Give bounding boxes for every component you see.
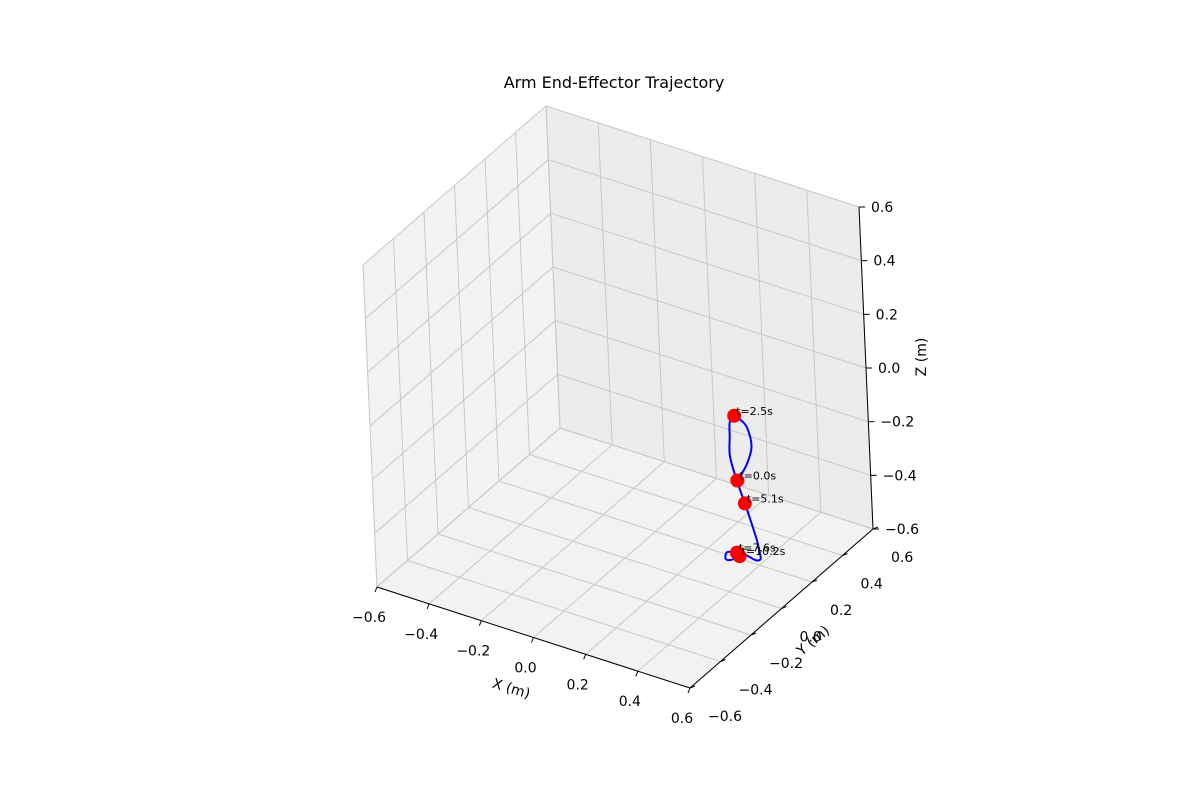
gridline-z-left	[365, 159, 549, 320]
z-tick-label: 0.0	[878, 361, 900, 377]
y-tick-label: −0.2	[769, 656, 803, 672]
gridline-z-left	[374, 373, 558, 534]
x-tick	[531, 637, 534, 643]
y-tick-label: −0.6	[708, 709, 742, 725]
trajectory-marker	[730, 473, 745, 488]
y-tick-label: 0.2	[830, 603, 852, 619]
gridline-z-left	[376, 427, 561, 588]
x-tick-label: 0.2	[567, 677, 589, 693]
z-tick-label: 0.2	[876, 307, 898, 323]
x-tick	[687, 687, 691, 694]
x-tick-label: −0.4	[404, 627, 438, 643]
marker-time-label: t=0.0s	[739, 469, 776, 482]
gridline-y-floor	[529, 454, 843, 556]
z-axis-label: Z (m)	[914, 338, 930, 377]
y-tick-label: 0.6	[891, 550, 913, 566]
trajectory-marker	[732, 549, 747, 564]
gridline-z-back	[550, 212, 864, 315]
trajectory-series: t=0.0s t=2.5s t=5.1s t=7.6st=10.2s	[724, 405, 786, 564]
z-tick-label: 0.4	[873, 254, 895, 270]
x-tick	[478, 620, 482, 626]
x-tick	[635, 670, 639, 677]
gridline-z-back	[559, 427, 874, 530]
gridline-z-back	[552, 266, 867, 369]
gridline-z-left	[372, 320, 556, 481]
gridline-y-floor	[407, 560, 721, 662]
trajectory-marker	[727, 408, 742, 423]
gridline-z-back	[545, 105, 860, 208]
gridline-z-left	[367, 212, 551, 373]
y-tick-label: 0.4	[861, 577, 883, 593]
z-tick-label: 0.6	[871, 200, 893, 216]
x-tick-label: 0.0	[514, 661, 536, 677]
y-tick	[689, 685, 696, 689]
x-tick-label: 0.6	[671, 711, 693, 727]
gridline-y-floor	[498, 480, 813, 583]
gridline-z-left	[369, 266, 554, 427]
z-tick-label: −0.6	[885, 522, 919, 538]
marker-time-label: t=2.5s	[736, 405, 773, 418]
y-tick-label: −0.4	[739, 683, 773, 699]
trajectory-marker	[737, 496, 752, 511]
x-tick-label: −0.2	[456, 644, 490, 660]
marker-time-label: t=5.1s	[747, 492, 784, 505]
y-tick	[750, 632, 757, 636]
y-tick-label: 0.0	[800, 630, 822, 646]
z-tick-label: −0.4	[883, 468, 917, 484]
x-tick	[374, 586, 378, 593]
gridline-z-back	[557, 373, 871, 476]
x-axis-label: X (m)	[490, 676, 532, 703]
x-tick-label: −0.6	[352, 610, 386, 626]
chart-title: Arm End-Effector Trajectory	[504, 73, 725, 92]
axis-ticks: −0.6 −0.4 −0.2 0.0 0.2 0.4 0.6 −0.6 −0.4 −0.2 0.0 0…	[352, 200, 919, 727]
y-tick	[781, 606, 787, 609]
axis-panes	[362, 104, 874, 689]
y-axis-label: Y (m)	[793, 623, 833, 660]
marker-time-label: t=7.6s	[739, 542, 776, 555]
y-tick	[842, 553, 848, 556]
gridline-y-floor	[468, 507, 782, 609]
x-tick-label: 0.4	[619, 694, 641, 710]
gridline-z-left	[362, 105, 547, 266]
x-tick	[426, 603, 430, 610]
gridline-z-back	[548, 159, 862, 262]
z-tick-label: −0.2	[880, 415, 914, 431]
gridline-z-back	[555, 320, 869, 423]
x-tick	[583, 654, 587, 660]
gridline-y-floor	[437, 533, 752, 636]
y-tick	[720, 659, 726, 662]
marker-time-label: t=10.2s	[742, 545, 786, 558]
y-tick	[811, 579, 818, 583]
